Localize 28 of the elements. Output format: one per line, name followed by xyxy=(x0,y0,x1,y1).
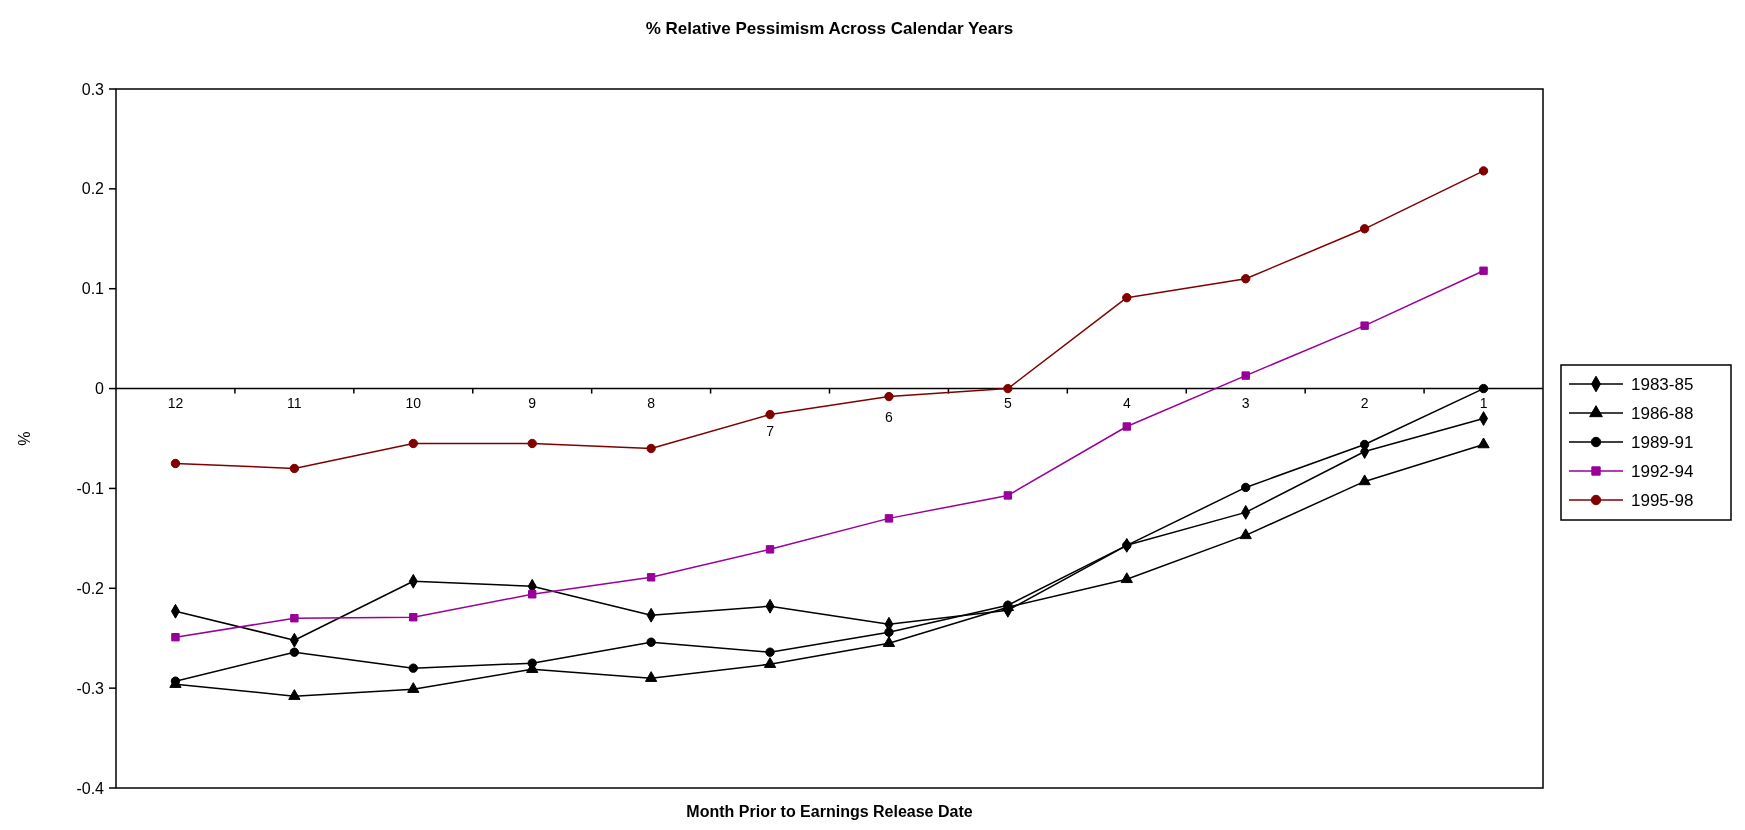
x-tick-label: 8 xyxy=(647,394,656,411)
x-tick-label: 6 xyxy=(885,408,894,425)
y-tick-label: 0.1 xyxy=(81,280,105,298)
y-tick-label: -0.3 xyxy=(76,679,105,697)
y-tick-label: 0.2 xyxy=(81,180,105,198)
y-tick-label: -0.4 xyxy=(76,779,105,797)
x-tick-label: 7 xyxy=(766,422,775,439)
y-tick-label: -0.2 xyxy=(76,579,105,597)
legend-label: 1992-94 xyxy=(1631,461,1694,481)
y-axis-title: % xyxy=(16,431,33,446)
legend-label: 1989-91 xyxy=(1631,432,1694,452)
x-tick-label: 9 xyxy=(528,394,537,411)
y-tick-label: 0 xyxy=(95,380,105,398)
x-tick-label: 4 xyxy=(1122,394,1131,411)
x-tick-label: 10 xyxy=(405,394,422,411)
y-tick-label: -0.1 xyxy=(76,480,105,498)
x-tick-label: 5 xyxy=(1003,394,1012,411)
y-tick-label: 0.3 xyxy=(81,80,105,98)
chart-title: % Relative Pessimism Across Calendar Years xyxy=(645,19,1014,38)
x-axis-title: Month Prior to Earnings Release Date xyxy=(686,803,973,820)
x-tick-label: 12 xyxy=(167,394,184,411)
legend-label: 1986-88 xyxy=(1631,403,1694,423)
x-tick-label: 2 xyxy=(1360,394,1369,411)
legend-label: 1995-98 xyxy=(1631,490,1694,510)
x-tick-label: 11 xyxy=(287,394,302,411)
legend-label: 1983-85 xyxy=(1631,374,1694,394)
x-tick-label: 3 xyxy=(1241,394,1250,411)
x-tick-label: 1 xyxy=(1479,394,1488,411)
